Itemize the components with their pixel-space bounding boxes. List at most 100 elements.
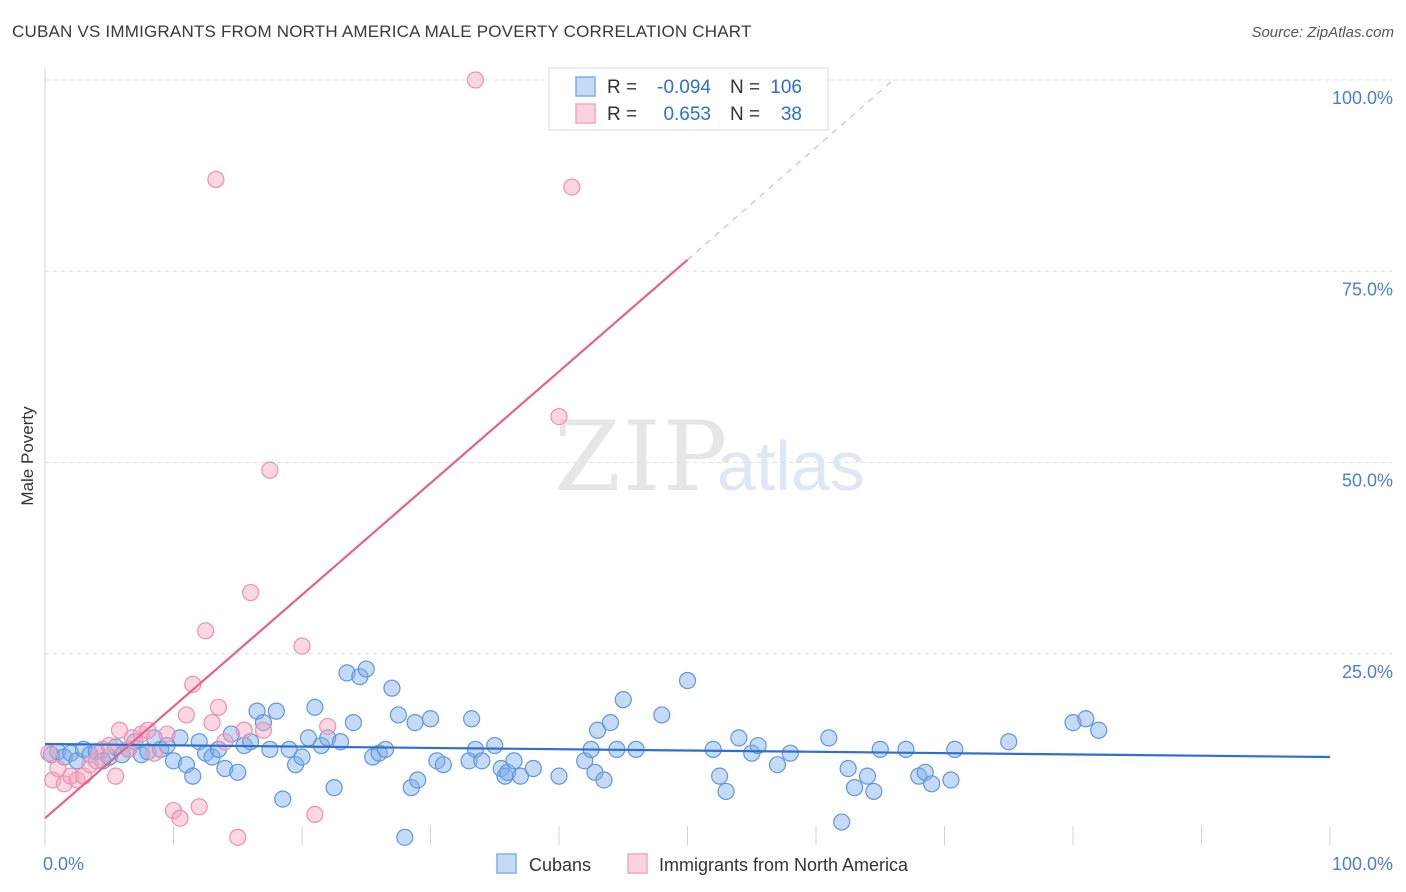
data-point-immigrants xyxy=(550,408,568,426)
data-point-immigrants xyxy=(40,744,58,762)
x-tick-label: 100.0% xyxy=(1332,854,1393,874)
tick-labels: 25.0% 50.0% 75.0% 100.0% 0.0% 100.0% xyxy=(43,88,1393,874)
data-point-immigrants xyxy=(242,583,260,602)
legend-swatch-immigrants xyxy=(575,103,596,124)
data-point-cubans xyxy=(897,740,915,758)
data-point-immigrants xyxy=(261,461,279,479)
data-point-immigrants xyxy=(49,759,67,778)
data-point-cubans xyxy=(473,752,491,770)
data-point-cubans xyxy=(338,664,356,682)
data-point-immigrants xyxy=(235,721,253,739)
bottom-legend-swatch-immigrants xyxy=(627,853,648,874)
data-point-cubans xyxy=(434,756,452,774)
legend-r-label-1: R = xyxy=(607,77,637,98)
data-point-cubans xyxy=(511,767,530,785)
data-point-immigrants xyxy=(184,675,202,693)
data-point-cubans xyxy=(871,740,889,758)
data-point-immigrants xyxy=(190,798,208,816)
data-point-cubans xyxy=(216,759,234,778)
data-point-immigrants xyxy=(229,828,247,846)
data-point-cubans xyxy=(229,763,247,781)
data-point-immigrants xyxy=(203,713,221,732)
data-point-cubans xyxy=(383,679,401,697)
data-point-cubans xyxy=(588,721,607,739)
y-tick-label: 50.0% xyxy=(1342,471,1393,491)
data-point-immigrants xyxy=(293,637,311,655)
watermark: ZIP atlas xyxy=(554,401,865,513)
data-point-cubans xyxy=(942,771,960,789)
data-point-cubans xyxy=(409,771,427,789)
data-point-cubans xyxy=(820,729,838,747)
data-point-cubans xyxy=(865,782,883,801)
data-point-cubans xyxy=(946,740,964,758)
data-point-cubans xyxy=(781,744,799,762)
data-point-immigrants xyxy=(563,178,581,196)
data-point-immigrants xyxy=(466,71,485,89)
data-point-cubans xyxy=(421,710,440,728)
data-point-cubans xyxy=(717,782,735,801)
data-point-cubans xyxy=(184,767,202,785)
data-point-cubans xyxy=(923,775,941,793)
data-point-immigrants xyxy=(158,725,176,743)
data-point-immigrants xyxy=(209,698,228,716)
data-point-cubans xyxy=(274,790,292,808)
data-point-cubans xyxy=(293,748,311,766)
trend-lines xyxy=(44,79,1331,820)
data-point-cubans xyxy=(261,740,279,758)
data-point-immigrants xyxy=(107,767,125,785)
data-point-cubans xyxy=(653,706,671,724)
data-point-cubans xyxy=(1077,710,1095,728)
legend-r-value-2: 0.653 xyxy=(663,104,711,125)
legend-n-value-1: 106 xyxy=(770,77,802,98)
series-immigrants-north-america xyxy=(40,71,581,846)
data-point-cubans xyxy=(357,660,375,678)
watermark-zip: ZIP xyxy=(554,401,729,513)
data-point-cubans xyxy=(344,713,362,732)
data-point-cubans xyxy=(704,740,722,758)
data-point-immigrants xyxy=(254,721,273,739)
trend-line-immigrants xyxy=(44,258,689,820)
data-point-cubans xyxy=(463,710,481,728)
data-point-immigrants xyxy=(197,622,215,640)
data-point-cubans xyxy=(396,828,414,846)
trend-line-cubans xyxy=(44,742,1331,759)
data-point-cubans xyxy=(595,771,613,789)
data-point-cubans xyxy=(833,813,851,831)
data-point-immigrants xyxy=(216,733,234,751)
data-point-cubans xyxy=(550,767,568,785)
data-point-cubans xyxy=(858,767,877,785)
data-point-cubans xyxy=(524,759,542,778)
data-point-cubans xyxy=(768,756,787,774)
data-point-cubans xyxy=(1090,721,1108,739)
data-point-cubans xyxy=(139,743,157,761)
bottom-legend-swatch-cubans xyxy=(496,853,517,874)
y-tick-label: 100.0% xyxy=(1332,88,1393,108)
data-point-cubans xyxy=(389,706,407,724)
x-tick-label: 0.0% xyxy=(43,854,84,874)
data-point-cubans xyxy=(678,671,697,690)
bottom-legend-cubans: Cubans xyxy=(529,855,591,875)
data-point-cubans xyxy=(730,729,748,747)
data-point-cubans xyxy=(486,736,504,755)
data-point-cubans xyxy=(164,752,183,770)
data-point-cubans xyxy=(601,713,620,732)
data-point-immigrants xyxy=(110,721,129,739)
gridlines xyxy=(45,79,1392,655)
data-point-immigrants xyxy=(177,706,195,724)
data-point-cubans xyxy=(325,779,343,797)
axes xyxy=(44,68,1331,845)
y-tick-label: 25.0% xyxy=(1342,662,1393,682)
stats-legend: R = -0.094 N = 106 R = 0.653 N = 38 xyxy=(548,67,829,131)
bottom-legend-immigrants: Immigrants from North America xyxy=(659,855,909,875)
y-tick-label: 75.0% xyxy=(1342,279,1393,299)
data-point-cubans xyxy=(614,691,632,709)
data-point-cubans xyxy=(711,767,729,785)
data-point-cubans xyxy=(267,702,285,720)
data-point-cubans xyxy=(749,736,767,755)
watermark-atlas: atlas xyxy=(717,427,865,505)
data-point-cubans xyxy=(331,733,350,751)
bottom-legend: Cubans Immigrants from North America xyxy=(496,853,909,875)
y-axis-label: Male Poverty xyxy=(18,406,37,506)
data-point-cubans xyxy=(306,698,324,716)
